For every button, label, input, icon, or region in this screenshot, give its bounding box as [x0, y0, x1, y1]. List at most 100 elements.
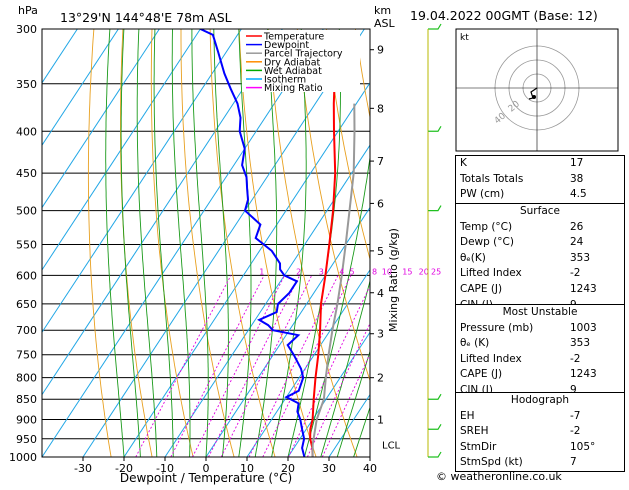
index-value: 105° — [570, 440, 596, 453]
dry-adiabat-line — [150, 29, 194, 457]
table-title: Surface — [519, 205, 560, 217]
hpa-unit: hPa — [18, 4, 38, 17]
wet-adiabat-line — [120, 29, 141, 457]
wet-adiabat-line — [105, 29, 125, 457]
table-row: Pressure (mb) 1003 — [456, 321, 624, 337]
pressure-tick-label: 950 — [16, 433, 37, 446]
x-tick-label: -10 — [156, 462, 174, 475]
x-tick-label: 0 — [203, 462, 210, 475]
isotherm-line — [42, 29, 324, 457]
hodograph-unit-label: kt — [460, 33, 469, 43]
wet-adiabat-line — [191, 29, 209, 457]
isotherm-line — [287, 331, 370, 457]
index-value: -7 — [570, 409, 581, 422]
index-value: -2 — [570, 425, 581, 438]
pressure-tick-label: 300 — [16, 23, 37, 36]
table-row: θₑ(K) 353 — [456, 251, 624, 267]
table-row: K 17 — [456, 156, 624, 172]
km-tick-label: 1 — [377, 414, 384, 427]
index-label: Lifted Index — [460, 352, 522, 365]
km-tick-label: 5 — [377, 245, 384, 258]
pressure-tick-label: 350 — [16, 78, 37, 91]
mixing-ratio-label: 4 — [339, 267, 344, 276]
pressure-tick-label: 500 — [16, 205, 37, 218]
wet-adiabat-line — [171, 29, 191, 457]
legend-label: Isotherm — [264, 75, 306, 86]
mixing-ratio-label: 10 — [382, 267, 392, 276]
table-row: Temp (°C) 26 — [456, 220, 624, 236]
table-row: θₑ (K) 353 — [456, 336, 624, 352]
legend-box — [242, 30, 360, 92]
x-tick-label: 40 — [363, 462, 377, 475]
index-value: -2 — [570, 352, 581, 365]
wind-barb — [428, 125, 442, 132]
legend-label: Wet Adiabat — [264, 66, 322, 77]
index-label: Totals Totals — [460, 172, 524, 185]
index-label: Lifted Index — [460, 267, 522, 280]
isotherm-line — [42, 29, 242, 334]
x-tick-label: -30 — [74, 462, 92, 475]
mixing-ratio-label: 25 — [431, 267, 441, 276]
table-row: PW (cm) 4.5 — [456, 187, 624, 203]
index-value: 1003 — [570, 321, 597, 334]
wet-adiabat-line — [238, 29, 252, 457]
pressure-tick-label: 1000 — [9, 451, 37, 464]
index-label: θₑ(K) — [460, 251, 486, 264]
index-label: PW (cm) — [460, 188, 505, 201]
mixing-ratio-label: 3 — [319, 267, 324, 276]
index-value: 26 — [570, 220, 584, 233]
index-value: 38 — [570, 172, 584, 185]
table-row: StmDir 105° — [456, 440, 624, 456]
wind-barb — [428, 205, 442, 212]
dewpoint-line — [199, 29, 306, 457]
legend-label: Dewpoint — [264, 40, 309, 51]
table-row: Totals Totals 38 — [456, 172, 624, 188]
wet-adiabat-line — [353, 405, 370, 457]
pressure-tick-label: 700 — [16, 324, 37, 337]
index-label: SREH — [460, 425, 489, 438]
index-label: StmSpd (kt) — [460, 456, 523, 469]
dry-adiabat-line — [267, 29, 358, 457]
mixing-ratio-line — [208, 275, 301, 457]
km-unit: km — [374, 4, 391, 17]
mixing-ratio-axis-label: Mixing Ratio (g/kg) — [387, 228, 400, 332]
mixing-ratio-label: 8 — [372, 267, 377, 276]
isotherm-line — [42, 29, 201, 271]
surface-table: Surface Temp (°C) 26 Dewp (°C) 24 θₑ(K) 353 Lif… — [455, 203, 625, 315]
pressure-tick-label: 550 — [16, 238, 37, 251]
location-title: 13°29'N 144°48'E 78m ASL — [60, 10, 232, 25]
table-row: Lifted Index -2 — [456, 266, 624, 282]
legend-label: Temperature — [263, 32, 324, 43]
index-value: 17 — [570, 157, 584, 169]
wet-adiabat-line — [153, 29, 174, 457]
hodograph-table: Hodograph EH -7 SREH -2 StmDir 105° StmSpd (kt)… — [455, 392, 625, 472]
index-label: Dewp (°C) — [460, 236, 514, 249]
index-value: 1243 — [570, 282, 597, 295]
isotherm-line — [42, 29, 160, 209]
x-tick-label: -20 — [115, 462, 133, 475]
legend-label: Mixing Ratio — [264, 83, 323, 94]
storm-motion-marker — [532, 95, 536, 99]
temperature-line — [309, 83, 337, 457]
dry-adiabat-line — [120, 29, 153, 457]
index-value: 24 — [570, 236, 584, 249]
km-tick-label: 8 — [377, 102, 384, 115]
table-row: Dewp (°C) 24 — [456, 235, 624, 251]
wind-barb — [428, 23, 442, 30]
km-tick-label: 2 — [377, 372, 384, 385]
table-row: CAPE (J) 1243 — [456, 367, 624, 383]
table-title: Hodograph — [510, 394, 570, 406]
mixing-ratio-line — [192, 275, 286, 457]
mixing-ratio-line — [220, 275, 313, 457]
lcl-label: LCL — [382, 440, 401, 451]
pressure-tick-label: 800 — [16, 372, 37, 385]
index-value: 1243 — [570, 368, 597, 381]
dry-adiabat-line — [180, 29, 235, 457]
legend-label: Parcel Trajectory — [264, 49, 343, 60]
mixing-ratio-label: 5 — [349, 267, 354, 276]
indices-table-top: K 17 Totals Totals 38 PW (cm) 4.5 — [455, 155, 625, 204]
pressure-tick-label: 600 — [16, 269, 37, 282]
isotherm-line — [246, 268, 370, 457]
